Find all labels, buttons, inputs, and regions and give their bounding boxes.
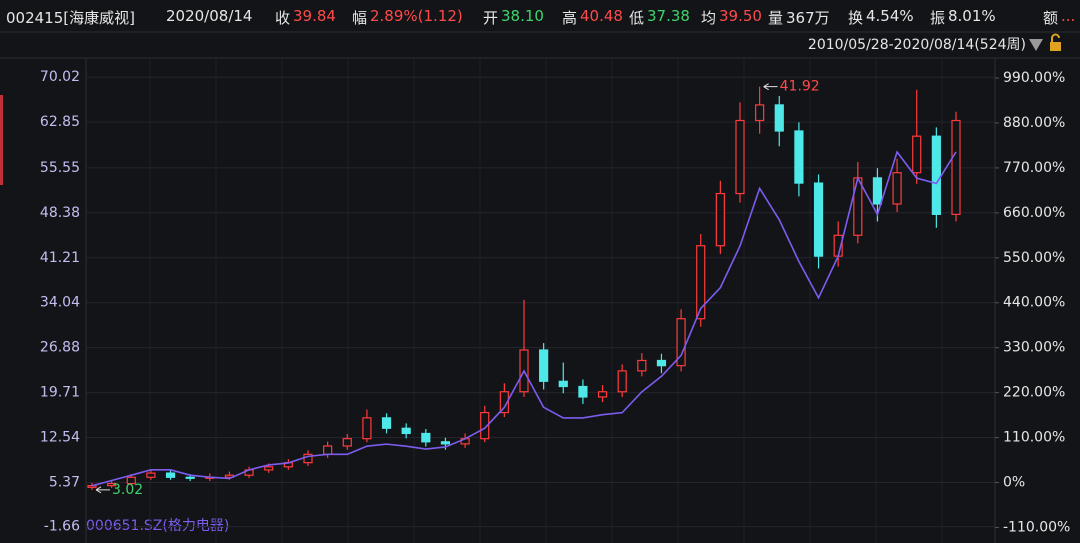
candle-body — [656, 359, 667, 367]
y2-tick-label: 330.00% — [1003, 340, 1065, 356]
candle-body — [892, 172, 902, 205]
field-label: 额 — [1043, 9, 1059, 27]
candle-body — [126, 476, 136, 485]
candle-body — [637, 359, 647, 372]
y2-tick-label: 550.00% — [1003, 250, 1065, 266]
candle-body — [931, 135, 941, 215]
candle-body — [401, 427, 411, 435]
candle-body — [872, 177, 883, 205]
field-label: 低 — [629, 9, 645, 27]
candle-body — [185, 476, 195, 479]
candle-body — [421, 432, 431, 443]
candle-body — [735, 119, 745, 195]
field-value: 367万 — [786, 9, 830, 27]
field-label: 开 — [483, 9, 499, 27]
candle-body — [499, 391, 509, 414]
candle-body — [440, 441, 451, 445]
quote-header: 002415[海康威视] 2020/08/14 收 39.84 幅 2.89%(1.1… — [0, 0, 1080, 32]
y-tick-label: 5.37 — [49, 474, 80, 490]
field-value: 40.48 — [580, 7, 623, 25]
stock-code: 002415[海康威视] — [6, 9, 135, 27]
field-label: 幅 — [352, 9, 368, 27]
field-value: 39.50 — [719, 7, 762, 25]
field-label: 振 — [930, 9, 946, 27]
candle-body — [146, 472, 156, 478]
y-tick-label: 55.55 — [40, 160, 80, 176]
annotation-arrow — [763, 83, 778, 91]
candle-body — [813, 182, 824, 257]
candle-body — [342, 438, 352, 447]
y-tick-label: 26.88 — [40, 340, 80, 356]
field-label: 量 — [768, 9, 784, 27]
candle-body — [480, 411, 490, 440]
lock-shackle — [1051, 33, 1060, 42]
y-tick-label: 19.71 — [40, 385, 80, 401]
y2-tick-label: 660.00% — [1003, 205, 1065, 221]
y2-tick-label: -110.00% — [1003, 519, 1070, 535]
field-label: 收 — [275, 9, 291, 27]
field-value: 4.54% — [866, 7, 914, 25]
candle-body — [362, 417, 372, 440]
annotation: 3.02 — [112, 482, 143, 498]
candle-body — [715, 192, 725, 247]
y2-tick-label: 440.00% — [1003, 295, 1065, 311]
quote-date: 2020/08/14 — [166, 7, 253, 25]
candle-body — [558, 380, 568, 388]
y-tick-label: 62.85 — [40, 114, 80, 130]
candle-body — [696, 245, 706, 320]
field-label: 换 — [848, 9, 864, 27]
y2-tick-label: 770.00% — [1003, 160, 1065, 176]
y-tick-label: 12.54 — [40, 430, 80, 446]
y-tick-label: 34.04 — [40, 295, 80, 311]
side-marker — [0, 95, 3, 185]
candle-body — [951, 119, 961, 215]
y2-tick-label: 220.00% — [1003, 385, 1065, 401]
y2-tick-label: 0% — [1003, 475, 1025, 491]
dropdown-arrow[interactable] — [1029, 39, 1043, 51]
compare-line — [91, 150, 957, 487]
annotation: 41.92 — [780, 79, 820, 95]
field-value: 38.10 — [501, 7, 544, 25]
y-tick-label: 41.21 — [40, 250, 80, 266]
compare-label[interactable]: 000651.SZ(格力电器) — [86, 518, 229, 534]
y-tick-label: 48.38 — [40, 205, 80, 221]
candle-body — [597, 391, 608, 398]
y2-tick-label: 990.00% — [1003, 70, 1065, 86]
candle-body — [774, 104, 784, 132]
field-value: 2.89%(1.12) — [370, 7, 463, 25]
field-value: 39.84 — [293, 7, 336, 25]
y2-tick-label: 110.00% — [1003, 430, 1065, 446]
lock-icon[interactable] — [1050, 42, 1061, 51]
candle-body — [794, 130, 804, 184]
y2-tick-label: 880.00% — [1003, 115, 1065, 131]
y-tick-label: -1.66 — [44, 519, 80, 535]
candle-body — [676, 318, 686, 367]
annotation-arrow — [95, 486, 110, 494]
range-label[interactable]: 2010/05/28-2020/08/14(524周) — [808, 37, 1026, 53]
candle-body — [107, 482, 117, 487]
field-value: ... — [1061, 7, 1076, 25]
candle-body — [264, 466, 274, 471]
field-value: 37.38 — [647, 7, 690, 25]
candle-body — [165, 472, 176, 478]
field-label: 高 — [562, 9, 578, 27]
field-label: 均 — [701, 9, 717, 27]
candle-body — [539, 349, 549, 382]
candle-body — [755, 104, 765, 122]
candle-body — [381, 417, 392, 429]
field-value: 8.01% — [948, 7, 996, 25]
candle-body — [617, 370, 627, 393]
candle-body — [578, 385, 588, 398]
y-tick-label: 70.02 — [40, 69, 80, 85]
candle-body — [323, 445, 333, 455]
candle-body — [912, 135, 922, 174]
candle-body — [87, 485, 97, 488]
